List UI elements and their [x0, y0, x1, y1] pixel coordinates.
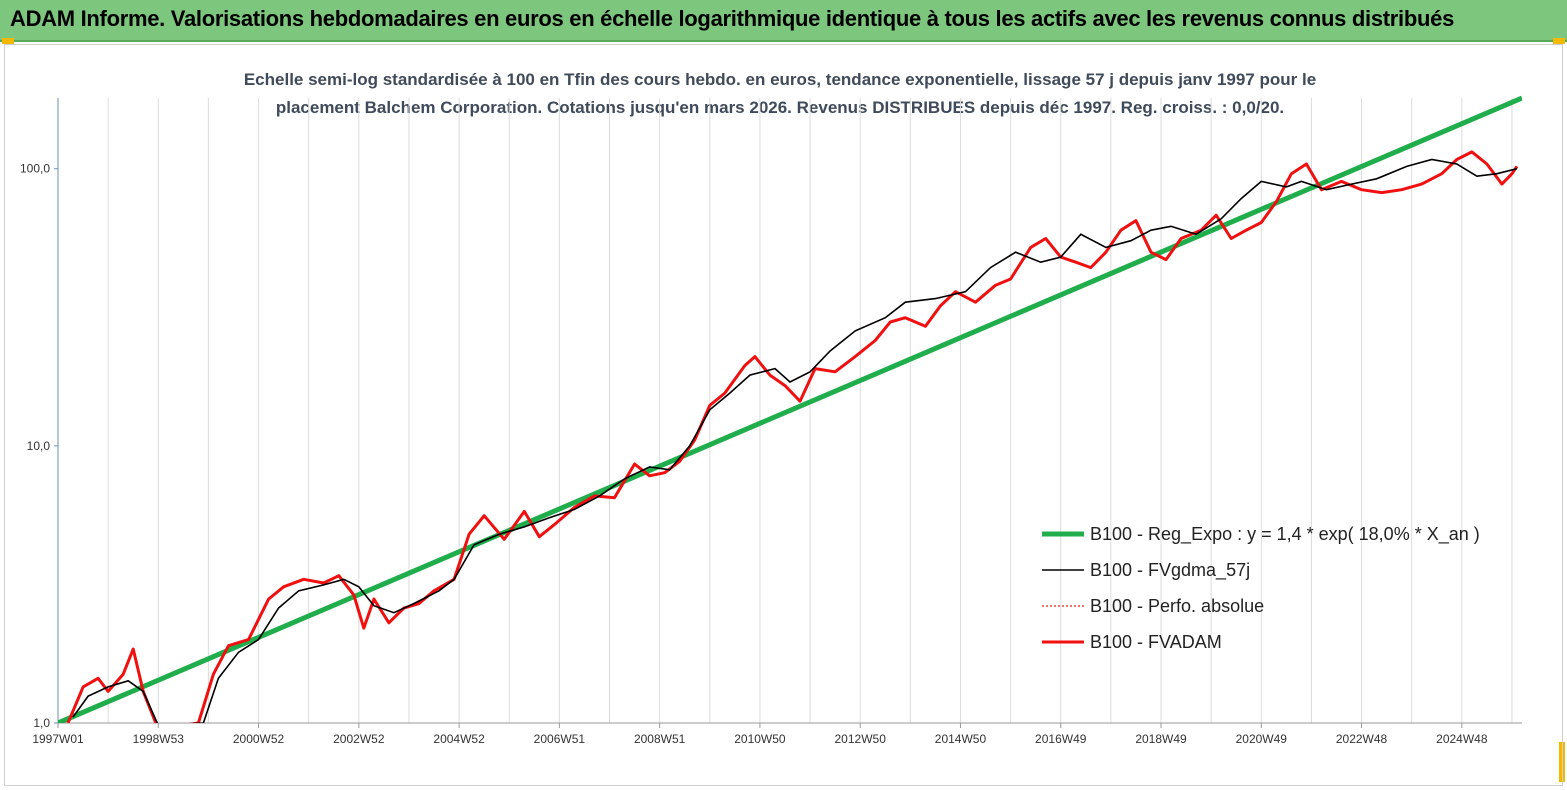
y-tick-label: 100,0 — [20, 162, 50, 176]
chart-subtitle-line-1: Echelle semi-log standardisée à 100 en T… — [243, 70, 1317, 89]
x-tick-label: 1998W53 — [133, 732, 185, 746]
x-tick-label: 2004W52 — [433, 732, 485, 746]
x-tick-label: 2008W51 — [634, 732, 686, 746]
x-tick-label: 2012W50 — [835, 732, 887, 746]
x-tick-label: 2016W49 — [1035, 732, 1087, 746]
series-line-1 — [72, 158, 1518, 723]
header-bar: ADAM Informe. Valorisations hebdomadaire… — [0, 0, 1567, 42]
series-line-3 — [66, 150, 1519, 723]
x-tick-label: 2018W49 — [1135, 732, 1187, 746]
chart-frame — [4, 44, 1563, 786]
corner-marker-top-left — [2, 38, 14, 44]
series-line-0 — [58, 95, 1522, 723]
legend-item-label: B100 - FVADAM — [1090, 632, 1222, 652]
series-line-2 — [72, 158, 1518, 723]
chart-subtitle: Echelle semi-log standardisée à 100 en T… — [180, 66, 1380, 122]
corner-marker-top-right — [1553, 38, 1565, 44]
x-tick-label: 2006W51 — [534, 732, 586, 746]
x-tick-label: 2002W52 — [333, 732, 385, 746]
legend-item-label: B100 - Reg_Expo : y = 1,4 * exp( 18,0% *… — [1090, 524, 1480, 545]
legend-item-label: B100 - FVgdma_57j — [1090, 560, 1250, 581]
x-tick-label: 1997W01 — [32, 732, 84, 746]
x-tick-label: 2022W48 — [1336, 732, 1388, 746]
y-tick-label: 10,0 — [27, 439, 51, 453]
x-tick-label: 2014W50 — [935, 732, 987, 746]
x-tick-label: 2000W52 — [233, 732, 285, 746]
x-tick-label: 2024W48 — [1436, 732, 1488, 746]
legend-item-label: B100 - Perfo. absolue — [1090, 596, 1264, 616]
page-title: ADAM Informe. Valorisations hebdomadaire… — [10, 6, 1455, 31]
y-tick-label: 1,0 — [33, 716, 50, 730]
x-tick-label: 2010W50 — [734, 732, 786, 746]
chart-subtitle-line-2: placement Balchem Corporation. Cotations… — [275, 98, 1285, 117]
x-tick-label: 2020W49 — [1236, 732, 1288, 746]
